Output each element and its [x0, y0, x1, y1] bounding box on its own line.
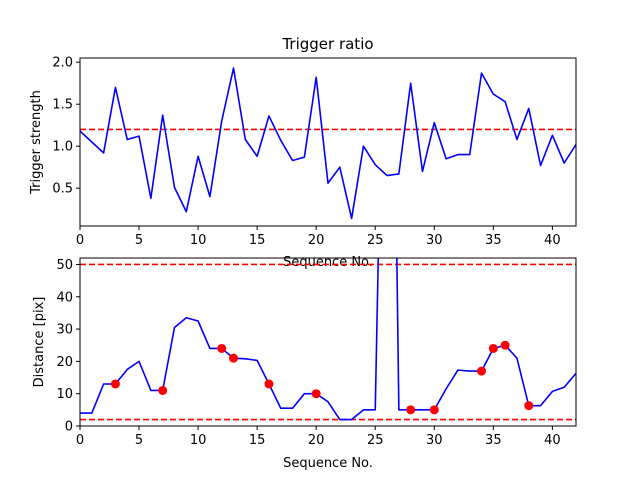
- bottom-x-tick-label: 20: [308, 433, 325, 448]
- top-plot-area: [80, 67, 576, 220]
- bottom-subplot: Sequence No. Distance [pix] 0 5 10 15 20 25 30…: [32, 257, 577, 471]
- top-x-tick-label: 25: [367, 233, 384, 248]
- top-y-tick-label: 2.0: [52, 56, 73, 71]
- top-x-tick-label: 20: [308, 233, 325, 248]
- bottom-x-tick-label: 35: [485, 433, 502, 448]
- top-y-axis-label: Trigger strength: [29, 90, 44, 195]
- bottom-marker-point: [429, 405, 439, 415]
- bottom-y-tick-label: 10: [56, 387, 73, 402]
- bottom-marker-point: [264, 379, 274, 389]
- bottom-x-tick-label: 15: [249, 433, 266, 448]
- bottom-x-tick-label: 25: [367, 433, 384, 448]
- bottom-marker-point: [488, 343, 498, 353]
- top-x-tick-label: 35: [485, 233, 502, 248]
- bottom-y-tick-label: 0: [65, 420, 73, 435]
- bottom-marker-point: [311, 389, 321, 399]
- top-y-tick-label: 0.5: [52, 182, 73, 197]
- bottom-marker-point: [217, 343, 227, 353]
- bottom-y-tick-label: 50: [56, 258, 73, 273]
- bottom-x-tick-label: 40: [544, 433, 561, 448]
- bottom-y-tick-label: 20: [56, 355, 73, 370]
- top-x-tick-label: 40: [544, 233, 561, 248]
- bottom-marker-point: [158, 385, 168, 395]
- top-axes-frame: [79, 57, 577, 227]
- bottom-marker-point: [500, 340, 510, 350]
- bottom-marker-point: [477, 366, 487, 376]
- bottom-marker-point: [406, 405, 416, 415]
- bottom-y-axis-label: Distance [pix]: [32, 297, 47, 388]
- bottom-marker-point: [524, 401, 534, 411]
- top-x-tick-label: 30: [426, 233, 443, 248]
- top-x-tick-label: 5: [135, 233, 143, 248]
- top-x-tick-label: 0: [76, 233, 84, 248]
- bottom-marker-point: [110, 379, 120, 389]
- top-y-tick-label: 1.0: [52, 140, 73, 155]
- top-series-line-0: [80, 67, 576, 220]
- top-subplot: Trigger ratio Sequence No. Trigger stren…: [29, 35, 577, 270]
- top-x-tick-label: 10: [190, 233, 207, 248]
- bottom-x-tick-label: 30: [426, 433, 443, 448]
- bottom-y-tick-label: 30: [56, 323, 73, 338]
- top-x-axis-label: Sequence No.: [283, 255, 373, 270]
- bottom-x-tick-label: 5: [135, 433, 143, 448]
- bottom-x-axis-label: Sequence No.: [283, 456, 373, 471]
- bottom-plot-area: [80, 258, 576, 421]
- bottom-marker-point: [229, 353, 239, 363]
- bottom-x-tick-label: 10: [190, 433, 207, 448]
- top-y-tick-label: 1.5: [52, 98, 73, 113]
- bottom-y-tick-label: 40: [56, 290, 73, 305]
- top-chart-title: Trigger ratio: [281, 35, 373, 53]
- bottom-x-tick-label: 0: [76, 433, 84, 448]
- bottom-axes-frame: [79, 257, 577, 427]
- top-x-tick-label: 15: [249, 233, 266, 248]
